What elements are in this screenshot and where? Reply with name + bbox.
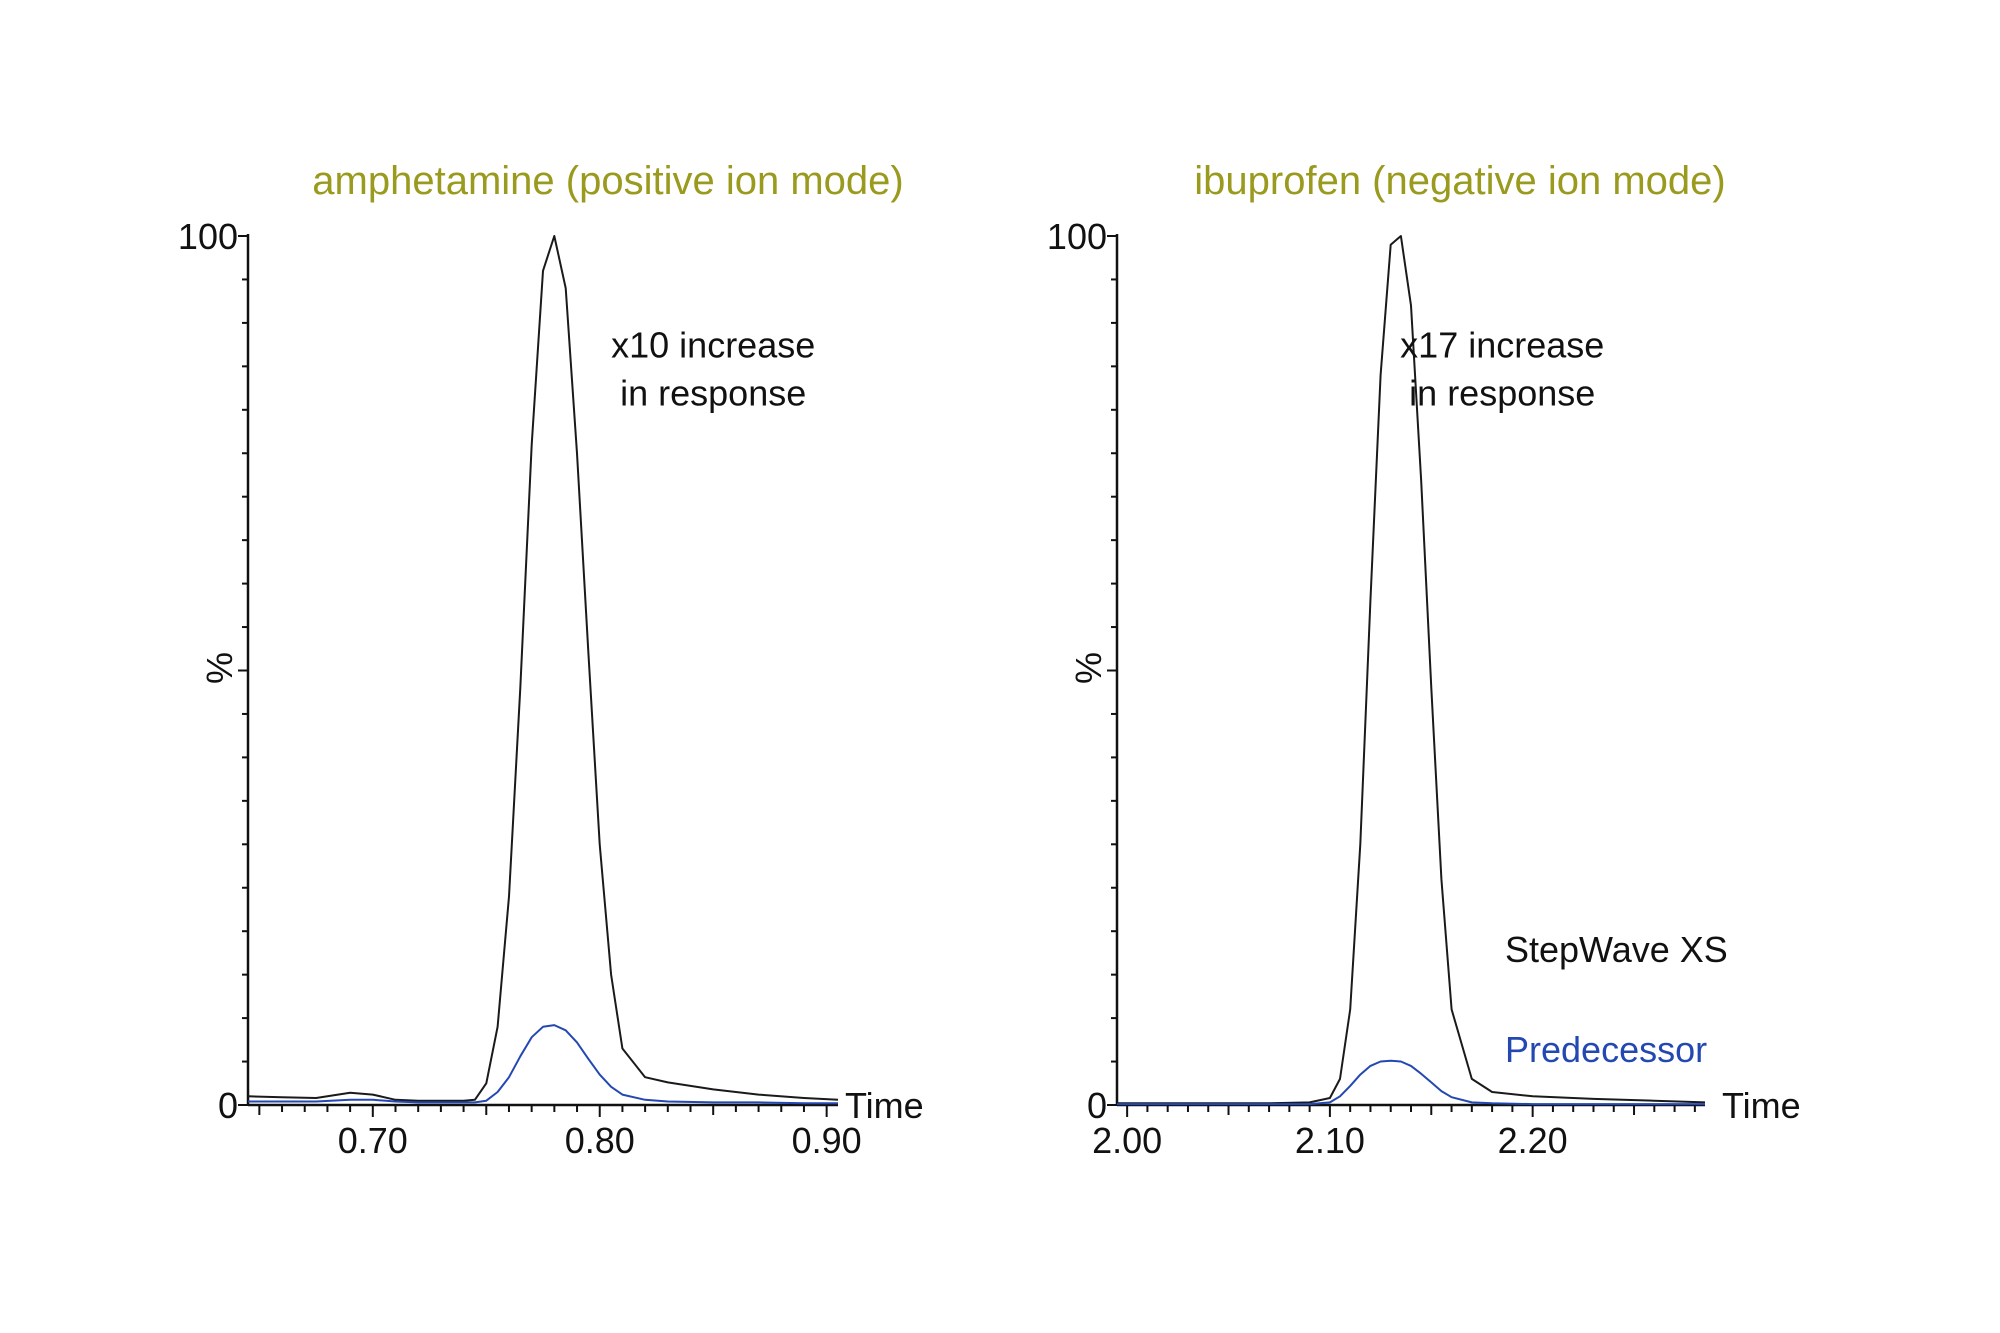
chart-title: amphetamine (positive ion mode) (312, 159, 903, 203)
y-tick-label: 100 (178, 216, 238, 257)
series-line-blue (248, 1024, 838, 1105)
x-tick-label: 2.10 (1295, 1120, 1365, 1161)
y-axis-label: % (1068, 652, 1109, 684)
x-tick-label: 2.20 (1498, 1120, 1568, 1161)
chart-ibuprofen: ibuprofen (negative ion mode) 2.00 2.10 2.2… (1047, 159, 1801, 1161)
chart-amphetamine: amphetamine (positive ion mode) 0.70 0.80 0… (178, 159, 924, 1161)
annotation-text: x10 increase (611, 325, 815, 366)
annotation-text: x17 increase (1400, 325, 1604, 366)
y-tick-label: 0 (1087, 1085, 1107, 1126)
x-axis-label: Time (845, 1085, 924, 1126)
annotation-text: in response (1409, 372, 1595, 413)
x-tick-label: 0.70 (338, 1120, 408, 1161)
chart-title: ibuprofen (negative ion mode) (1194, 159, 1725, 203)
annotation-text: in response (620, 372, 806, 413)
x-tick-label: 0.90 (792, 1120, 862, 1161)
legend-entry: Predecessor (1505, 1029, 1707, 1070)
x-axis-label: Time (1722, 1085, 1801, 1126)
series-line-black (247, 235, 839, 1102)
y-axis-label: % (199, 652, 240, 684)
legend-entry: StepWave XS (1505, 929, 1728, 970)
y-tick-label: 0 (218, 1085, 238, 1126)
x-tick-label: 0.80 (565, 1120, 635, 1161)
series-line-blue (1117, 1059, 1705, 1106)
y-tick-label: 100 (1047, 216, 1107, 257)
x-tick-label: 2.00 (1092, 1120, 1162, 1161)
series-line-black (1117, 235, 1706, 1105)
